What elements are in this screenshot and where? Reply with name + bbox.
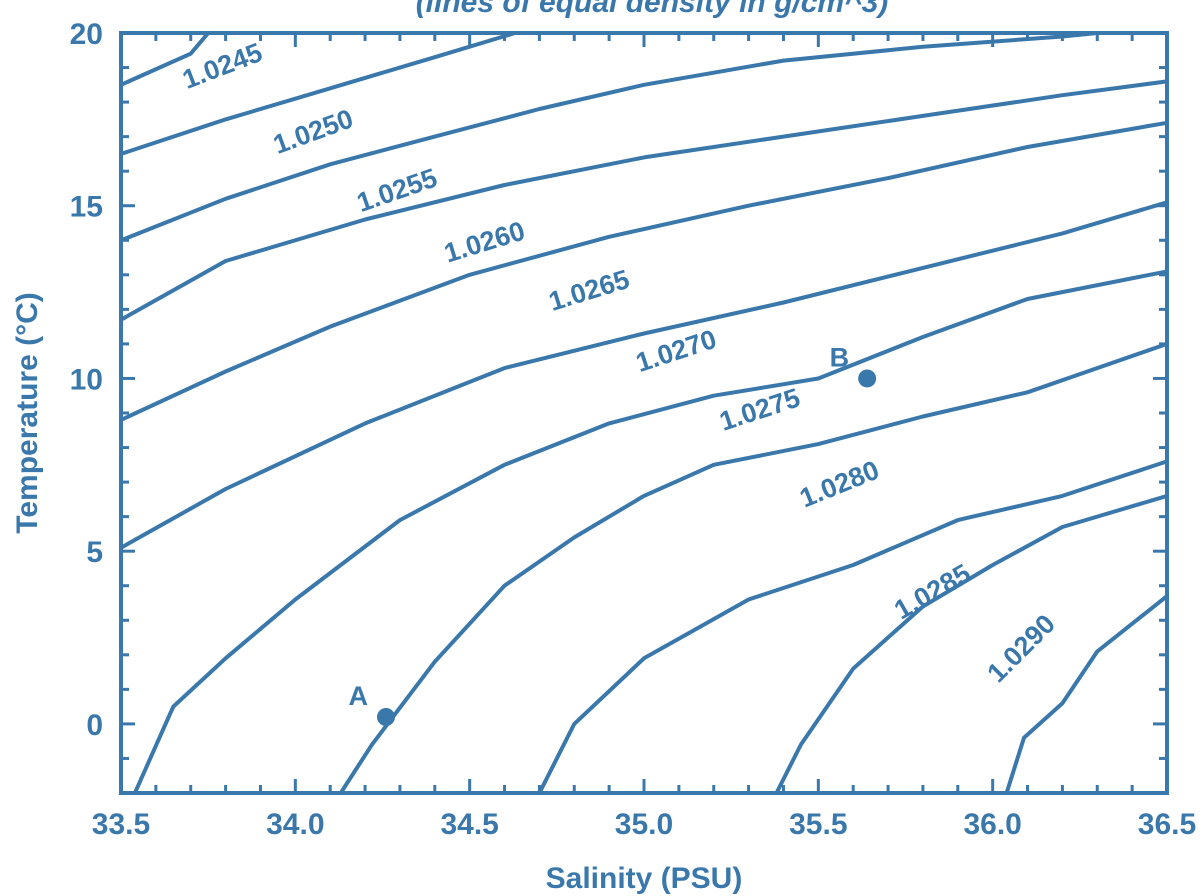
- isopycnal-label: 1.0275: [716, 383, 804, 437]
- point-a-label: A: [348, 681, 368, 711]
- y-tick-label: 15: [70, 191, 103, 224]
- isopycnal-label: 1.0250: [269, 103, 357, 159]
- x-tick-label: 34.0: [266, 808, 324, 841]
- isopycnal-label: 1.0280: [795, 455, 883, 514]
- x-tick-label: 35.0: [615, 808, 673, 841]
- isopycnal-line: [119, 120, 1169, 422]
- point-a-marker: [376, 708, 395, 726]
- isopycnal-label: 1.0265: [545, 264, 633, 317]
- x-tick-label: 33.5: [92, 808, 150, 841]
- isopycnal-line: [119, 31, 211, 87]
- y-tick-label: 20: [70, 18, 103, 51]
- isopycnal-line: [774, 493, 1169, 795]
- isopycnal-label: 1.0285: [889, 558, 976, 625]
- x-tick-label: 34.5: [440, 808, 498, 841]
- point-b-label: B: [830, 342, 850, 372]
- isopycnal-line: [338, 341, 1169, 795]
- isopycnal-line: [119, 31, 517, 156]
- y-tick-label: 10: [70, 363, 103, 396]
- y-axis-title: Temperature (°C): [11, 292, 44, 533]
- isopycnal-line: [119, 200, 1169, 550]
- isopycnal-line: [119, 79, 1169, 322]
- sample-points: AB: [348, 342, 877, 726]
- isopycnal-line: [537, 459, 1169, 795]
- axis-ticks: 33.5 34.0 34.5 35.0 35.5 36.0 36.5 0 5 10 15 20: [70, 18, 1197, 841]
- isopycnal-line: [119, 31, 1100, 243]
- isopycnal-line: [1004, 594, 1169, 795]
- x-tick-label: 36.5: [1138, 808, 1196, 841]
- point-b-marker: [858, 369, 877, 388]
- isopycnal-labels: 1.02451.02501.02551.02601.02651.02701.02…: [178, 37, 1061, 688]
- x-tick-label: 35.5: [789, 808, 847, 841]
- y-tick-label: 5: [86, 536, 103, 569]
- chart-title: (lines of equal density in g/cm^3): [416, 0, 889, 19]
- x-tick-label: 36.0: [963, 808, 1021, 841]
- x-axis-title: Salinity (PSU): [546, 862, 743, 895]
- isopycnal-lines: [119, 31, 1169, 795]
- y-tick-label: 0: [86, 709, 103, 742]
- isopycnal-label: 1.0290: [981, 609, 1061, 689]
- isopycnal-label: 1.0245: [178, 37, 266, 95]
- isopycnal-line: [132, 269, 1169, 795]
